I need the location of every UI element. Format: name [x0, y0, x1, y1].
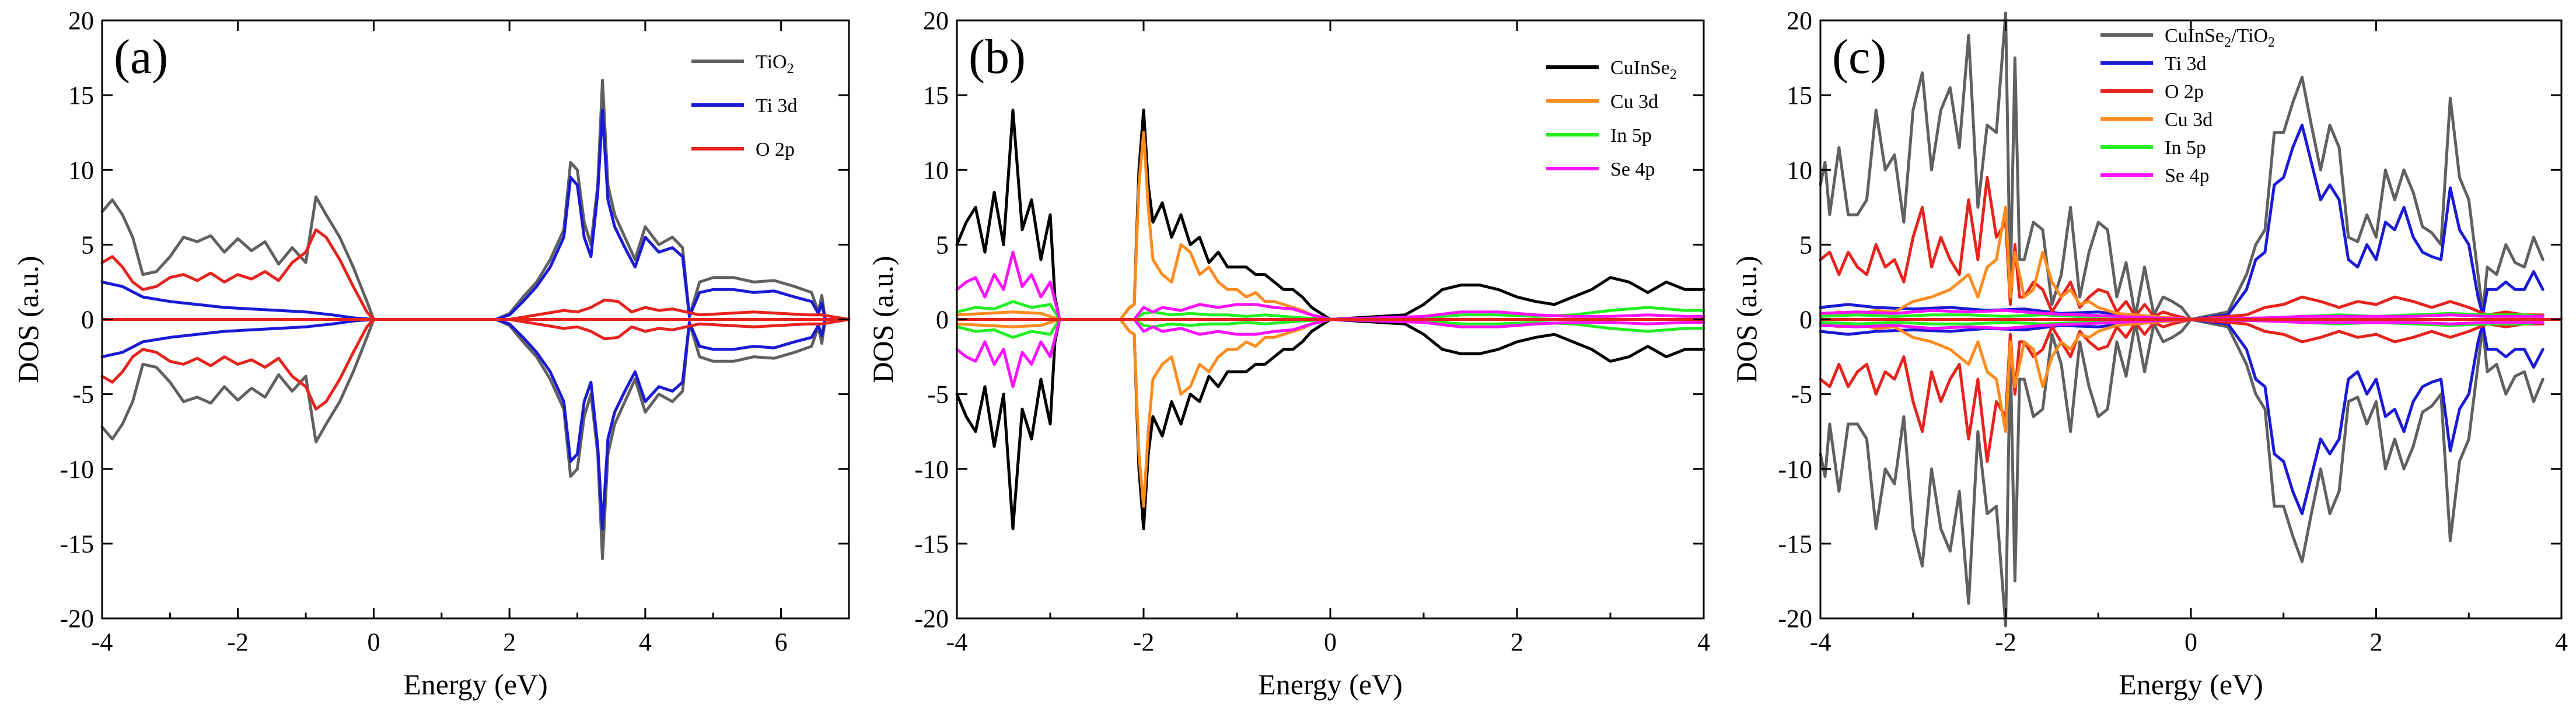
y-tick-label: 15	[1787, 81, 1812, 110]
x-axis-title: Energy (eV)	[2119, 668, 2263, 701]
y-tick-label: 20	[1787, 6, 1812, 35]
x-tick-label: -4	[946, 628, 968, 656]
y-tick-label: 20	[68, 6, 94, 35]
legend-label: O 2p	[2165, 81, 2204, 103]
series-line-down-tio2	[100, 318, 851, 560]
series-line-up-o-2p	[100, 228, 851, 321]
series-line-up-cuinse2	[955, 109, 1705, 321]
legend: TiO2 Ti 3d O 2p	[691, 51, 798, 160]
x-tick-label: 2	[503, 628, 516, 656]
y-axis-title: DOS (a.u.)	[12, 256, 44, 383]
legend-label: Ti 3d	[2165, 53, 2207, 75]
y-tick-label: 0	[1799, 306, 1812, 334]
legend-label: CuInSe2	[1610, 57, 1677, 82]
x-tick-label: 0	[367, 628, 380, 656]
x-tick-label: 6	[775, 628, 788, 656]
legend-label: Cu 3d	[1610, 91, 1658, 113]
legend-label: O 2p	[756, 139, 795, 160]
series-line-up-ti-3d	[1819, 123, 2544, 321]
y-tick-label: 0	[81, 306, 94, 334]
series-line-down-cu-3d	[955, 318, 1705, 508]
y-tick-label: 10	[1787, 156, 1812, 184]
y-tick-label: -20	[914, 604, 949, 633]
x-tick-label: -4	[1810, 628, 1831, 656]
y-tick-label: -5	[72, 380, 94, 409]
y-tick-label: 10	[68, 156, 94, 184]
x-axis-title: Energy (eV)	[403, 668, 548, 701]
legend: CuInSe2/TiO2 Ti 3d O 2p Cu 3d In 5p Se 4p	[2100, 25, 2275, 187]
series-line-up-o-2p	[1819, 176, 2544, 321]
x-tick-label: 0	[2184, 628, 2197, 656]
y-tick-label: -10	[914, 455, 949, 484]
legend: CuInSe2 Cu 3d In 5p Se 4p	[1546, 57, 1677, 180]
y-tick-label: 15	[68, 81, 94, 110]
series-group	[100, 79, 851, 560]
series-line-up-tio2	[100, 79, 851, 321]
legend-label: Se 4p	[1610, 159, 1655, 180]
y-tick-label: 20	[923, 6, 949, 35]
panel-tag: (b)	[969, 30, 1026, 84]
y-tick-label: -20	[60, 604, 94, 633]
legend-label: CuInSe2/TiO2	[2165, 25, 2275, 50]
y-tick-label: -15	[1778, 530, 1812, 558]
series-line-down-o-2p	[100, 318, 851, 411]
x-tick-label: -2	[1995, 628, 2016, 656]
series-line-down-cu-3d	[1819, 318, 2563, 433]
legend-label: In 5p	[1610, 125, 1652, 146]
y-tick-label: -15	[60, 530, 94, 558]
y-tick-label: -20	[1778, 604, 1812, 633]
legend-label: Cu 3d	[2165, 109, 2213, 131]
y-tick-label: 5	[1799, 230, 1812, 259]
x-tick-label: 4	[2555, 628, 2568, 656]
y-tick-label: 15	[923, 81, 949, 110]
y-tick-label: 5	[936, 230, 949, 259]
series-line-up-se-4p	[955, 250, 1705, 321]
y-axis-title: DOS (a.u.)	[1730, 256, 1763, 383]
y-tick-label: -10	[1778, 455, 1812, 484]
x-tick-label: -4	[92, 628, 113, 656]
x-tick-label: 4	[639, 628, 652, 656]
series-line-up-cu-3d	[1819, 205, 2563, 321]
panel-tag: (a)	[114, 30, 168, 84]
y-tick-label: 0	[936, 306, 949, 334]
y-tick-label: -10	[60, 455, 94, 484]
x-tick-label: -2	[227, 628, 249, 656]
series-line-up-ti-3d	[100, 109, 851, 321]
legend-label: Ti 3d	[756, 95, 798, 117]
x-axis-title: Energy (eV)	[1258, 668, 1403, 701]
series-line-down-cuinse2	[955, 318, 1705, 530]
y-tick-label: 5	[81, 230, 94, 259]
y-tick-label: 10	[923, 156, 949, 184]
y-tick-label: -5	[1791, 380, 1812, 409]
y-axis-title: DOS (a.u.)	[866, 256, 899, 383]
series-line-down-se-4p	[955, 318, 1705, 389]
x-tick-label: 4	[1697, 628, 1710, 656]
x-tick-label: 2	[1511, 628, 1523, 656]
legend-label: In 5p	[2165, 137, 2206, 159]
series-line-down-ti-3d	[1819, 318, 2544, 516]
x-tick-label: 2	[2370, 628, 2383, 656]
series-line-down-cuinse2-tio2	[1819, 318, 2544, 628]
y-tick-label: -5	[927, 380, 949, 409]
legend-label: Se 4p	[2165, 165, 2210, 187]
panel-tag: (c)	[1832, 30, 1886, 84]
series-line-down-o-2p	[1819, 318, 2544, 463]
series-line-up-cu-3d	[955, 131, 1705, 321]
x-tick-label: -2	[1133, 628, 1155, 656]
legend-label: TiO2	[756, 51, 794, 76]
x-tick-label: 0	[1324, 628, 1337, 656]
series-group	[1819, 11, 2563, 628]
y-tick-label: -15	[914, 530, 949, 558]
series-line-down-ti-3d	[100, 318, 851, 530]
